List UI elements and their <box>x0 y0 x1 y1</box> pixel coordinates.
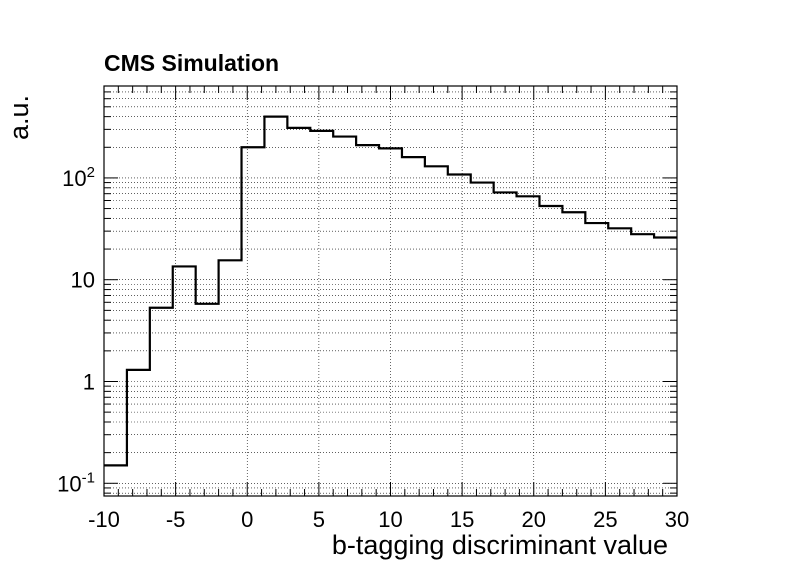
x-tick-label: -10 <box>88 507 120 532</box>
x-tick-label: 15 <box>450 507 474 532</box>
x-tick-labels: -10 -5 0 5 10 15 20 25 30 <box>88 507 689 532</box>
y-tick-label: 1 <box>83 369 95 394</box>
y-axis-label: a.u. <box>4 94 34 140</box>
x-tick-label: 10 <box>378 507 402 532</box>
x-tick-label: 30 <box>665 507 689 532</box>
x-tick-label: 20 <box>522 507 546 532</box>
y-tick-label: 10 <box>71 268 95 293</box>
y-tick-labels: 10-1 1 10 102 <box>57 164 95 496</box>
grid-lines <box>104 86 677 496</box>
y-tick-label: 102 <box>62 164 95 191</box>
chart-title: CMS Simulation <box>104 50 280 76</box>
x-tick-label: 5 <box>313 507 325 532</box>
y-tick-label: 10-1 <box>57 469 95 496</box>
x-tick-label: 0 <box>241 507 253 532</box>
tick-marks <box>103 86 678 496</box>
x-tick-label: -5 <box>166 507 186 532</box>
x-tick-label: 25 <box>593 507 617 532</box>
histogram-line <box>104 115 677 467</box>
x-axis-label: b-tagging discriminant value <box>331 530 668 560</box>
